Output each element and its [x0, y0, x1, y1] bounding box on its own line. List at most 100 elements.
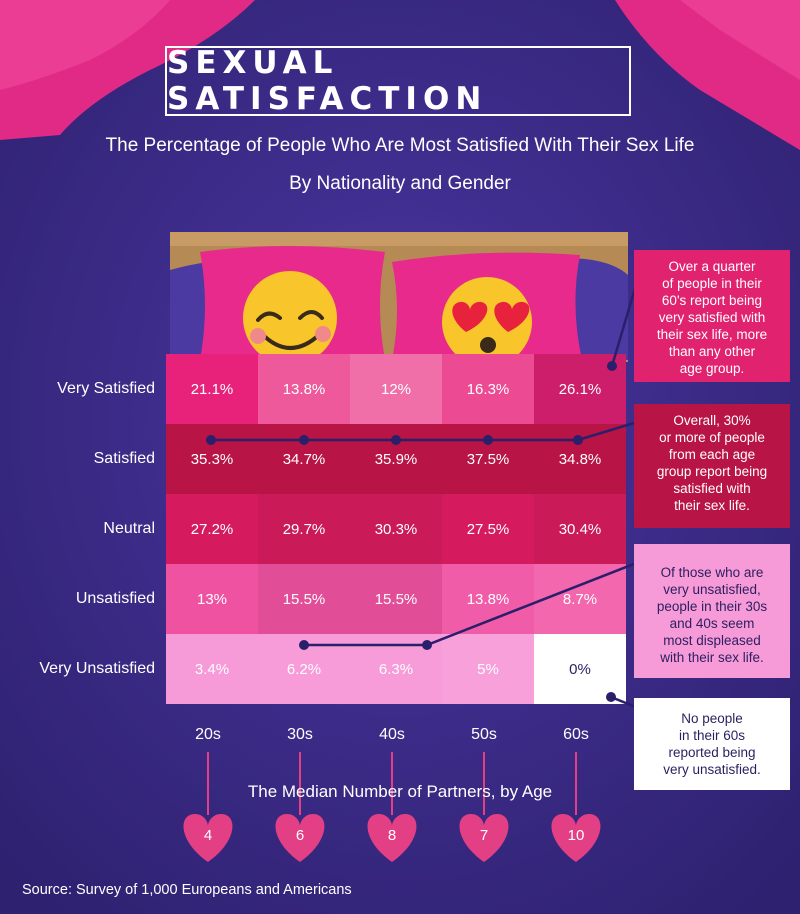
connector-dot [606, 692, 616, 702]
cell-value-label: 37.5% [466, 450, 510, 468]
heart-icon [275, 814, 325, 862]
connector-dot [299, 640, 309, 650]
note-no-unsatisfied-60s: No people in their 60s reported being very … [634, 698, 790, 790]
cell-value-label: 8.7% [562, 590, 598, 608]
note-line: age group. [679, 361, 745, 376]
note-line: group report being [656, 464, 768, 479]
cell-value-label: 6.2% [286, 660, 322, 678]
note-line: very unsatisfied, [663, 582, 761, 597]
cell-value-label: 30.4% [558, 520, 602, 538]
heart-icon [551, 814, 601, 862]
cell-value-label: 27.5% [466, 520, 510, 538]
cell-value-label: 13% [196, 590, 228, 608]
connector-dot [391, 435, 401, 445]
cell-value-label: 13.8% [466, 590, 510, 608]
cell-value-label: 3.4% [194, 660, 230, 678]
connector-dot [573, 435, 583, 445]
note-very-unsatisfied: Of those who are very unsatisfied, people … [634, 544, 790, 678]
cell-value-label: 27.2% [190, 520, 234, 538]
age-column-label: 20s [195, 726, 221, 743]
heatmap-cell [258, 564, 350, 634]
heatmap-cell [350, 564, 442, 634]
note-line: of people in their [662, 276, 762, 291]
heatmap-cell [534, 494, 626, 564]
note-line: than any other [668, 344, 756, 359]
note-line: reported being [668, 745, 756, 760]
cell-value-label: 6.3% [378, 660, 414, 678]
age-column-label: 40s [379, 726, 405, 743]
connector-dot [206, 435, 216, 445]
note-line: in their 60s [678, 728, 746, 743]
annotation-connectors [206, 252, 654, 718]
smiling-face-icon [243, 271, 337, 365]
connector-dot [607, 361, 617, 371]
note-line: and 40s seem [669, 616, 755, 631]
row-label: Very Satisfied [57, 380, 155, 397]
heatmap-cell [442, 494, 534, 564]
heart-eyes-face-icon [442, 277, 532, 367]
cell-value-label: 21.1% [190, 380, 234, 398]
row-label: Satisfied [93, 450, 155, 467]
age-column-label: 30s [287, 726, 313, 743]
note-line: their sex life. [674, 498, 750, 513]
cell-value-label: 34.7% [282, 450, 326, 468]
note-line: No people [681, 711, 743, 726]
sheet-left-fold [0, 0, 170, 90]
cell-value-label: 15.5% [374, 590, 418, 608]
partner-hearts [183, 752, 601, 862]
median-partners-value: 7 [479, 827, 489, 844]
heart-icon [183, 814, 233, 862]
note-line: or more of people [659, 430, 765, 445]
cell-value-label: 16.3% [466, 380, 510, 398]
cell-value-label: 34.8% [558, 450, 602, 468]
note-line: Over a quarter [668, 259, 756, 274]
sheet-right-fold [680, 0, 800, 80]
note-line: with their sex life. [660, 650, 764, 665]
cell-value-label: 0% [569, 660, 591, 678]
heatmap-cell [166, 634, 258, 704]
age-column-label: 50s [471, 726, 497, 743]
note-line: most displeased [663, 633, 761, 648]
subtitle-line2: By Nationality and Gender [289, 173, 511, 194]
note-line: Of those who are [660, 565, 764, 580]
source-note: Source: Survey of 1,000 Europeans and Am… [22, 882, 352, 898]
row-label: Very Unsatisfied [39, 660, 155, 677]
heatmap-cell [166, 354, 258, 424]
subtitle-line1: The Percentage of People Who Are Most Sa… [105, 135, 695, 156]
cell-value-label: 12% [380, 380, 412, 398]
connector-dot [422, 640, 432, 650]
heatmap-cell [350, 354, 442, 424]
cell-value-label: 26.1% [558, 380, 602, 398]
heart-icon [367, 814, 417, 862]
row-label: Unsatisfied [75, 590, 155, 607]
note-line: from each age [668, 447, 756, 462]
note-line: 60's report being [661, 293, 763, 308]
connector-dot [483, 435, 493, 445]
note-line: very unsatisfied. [663, 762, 761, 777]
cell-value-label: 13.8% [282, 380, 326, 398]
heatmap-cell [442, 634, 534, 704]
cell-value-label: 29.7% [282, 520, 326, 538]
cell-value-label: 30.3% [374, 520, 418, 538]
note-very-satisfied: Over a quarter of people in their 60's rep… [634, 250, 790, 382]
row-label: Neutral [103, 520, 155, 537]
headboard-shade [170, 232, 628, 246]
note-satisfied: Overall, 30% or more of people from each a… [634, 404, 790, 528]
note-line: satisfied with [673, 481, 751, 496]
heatmap-cell [258, 494, 350, 564]
heatmap-cell [350, 494, 442, 564]
median-partners-value: 8 [387, 827, 397, 844]
note-line: very satisfied with [658, 310, 766, 325]
median-partners-value: 4 [203, 827, 213, 844]
cell-value-label: 15.5% [282, 590, 326, 608]
note-line: people in their 30s [656, 599, 768, 614]
partners-title: The Median Number of Partners, by Age [247, 782, 553, 801]
connector-dot [299, 435, 309, 445]
median-partners-value: 6 [295, 827, 305, 844]
note-line: Overall, 30% [673, 413, 751, 428]
cell-value-label: 35.9% [374, 450, 418, 468]
cell-value-label: 35.3% [190, 450, 234, 468]
note-line: their sex life, more [656, 327, 768, 342]
heatmap-cell [166, 564, 258, 634]
heatmap-cell [534, 564, 626, 634]
